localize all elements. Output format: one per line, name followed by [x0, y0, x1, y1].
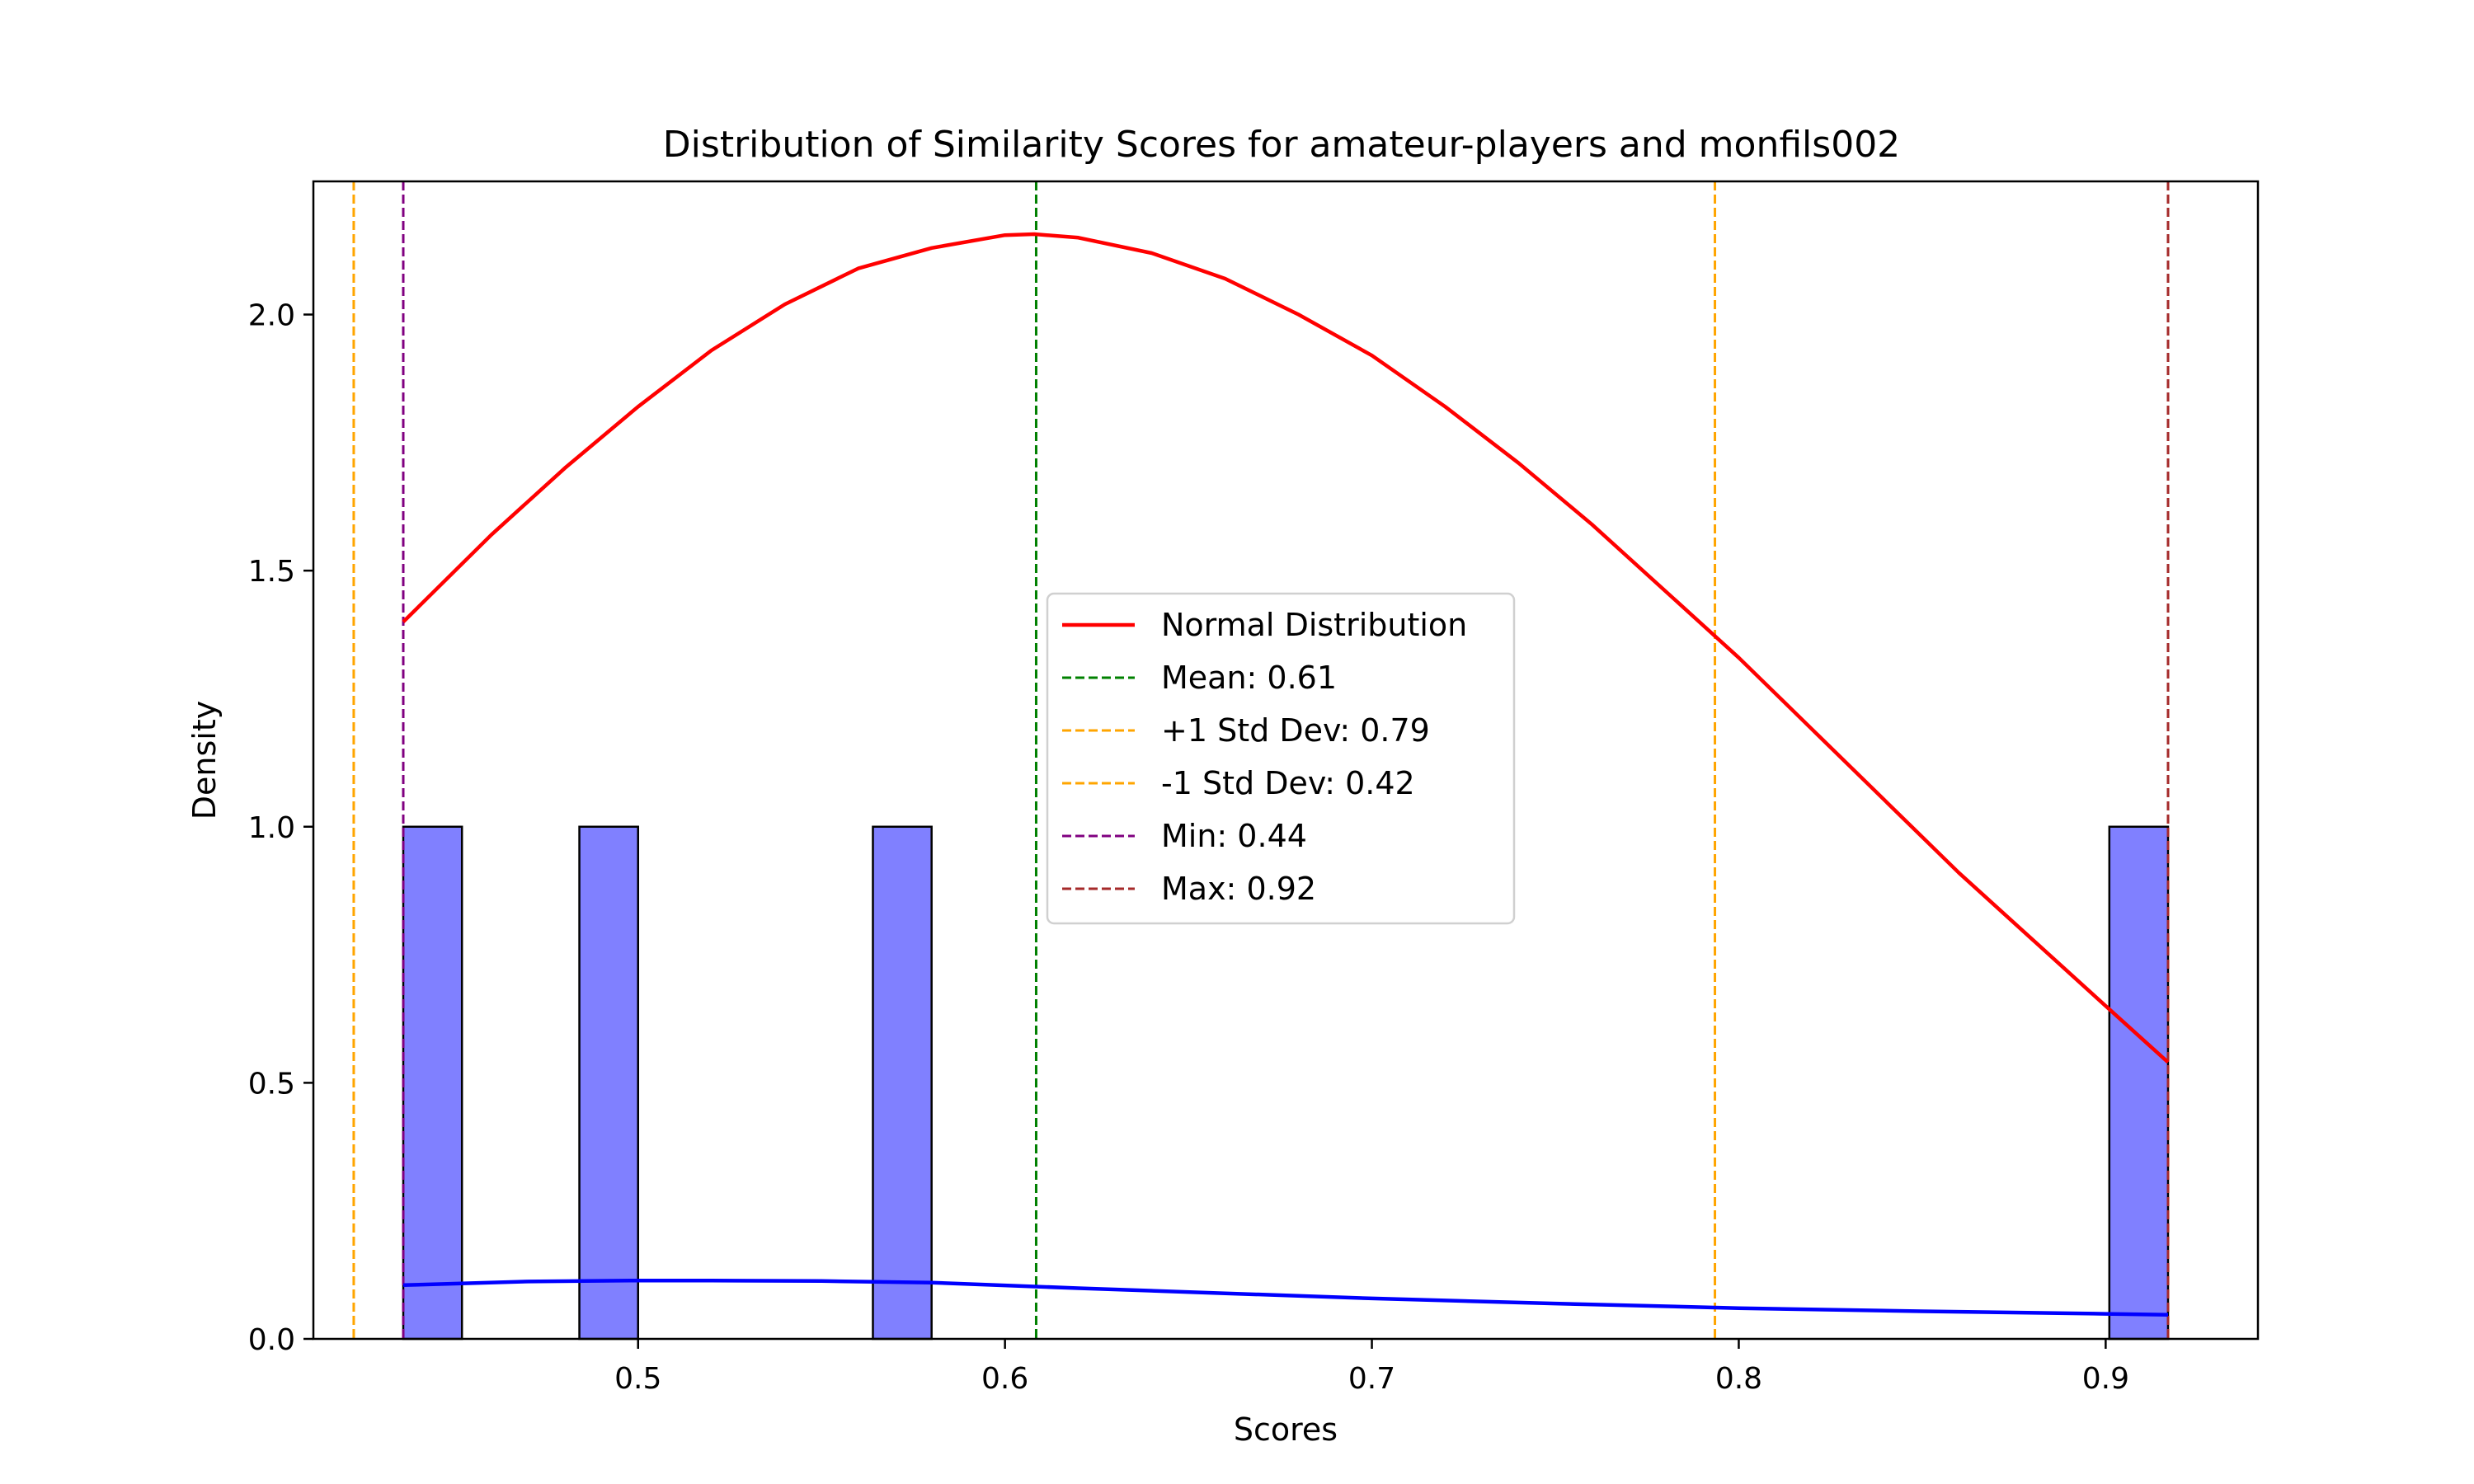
histogram-bar-4 [2108, 825, 2170, 1341]
legend-label: Max: 0.92 [1161, 871, 1316, 907]
legend-label: Min: 0.44 [1161, 818, 1307, 854]
x-axis-label: Scores [1234, 1411, 1338, 1448]
x-tick-label: 0.5 [614, 1362, 661, 1396]
y-tick-label: 1.0 [248, 811, 295, 845]
legend: Normal Distribution Mean: 0.61 +1 Std Dev:… [1046, 592, 1516, 925]
y-tick-label: 2.0 [248, 299, 295, 333]
y-tick-label: 0.0 [248, 1323, 295, 1357]
legend-label: +1 Std Dev: 0.79 [1161, 712, 1430, 749]
chart-title: Distribution of Similarity Scores for am… [663, 124, 1900, 166]
y-axis-label: Density [186, 701, 223, 819]
x-tick-label: 0.9 [2082, 1362, 2129, 1396]
kde-curve [402, 1278, 2169, 1317]
plot-frame [312, 180, 2260, 1341]
legend-label: Normal Distribution [1161, 607, 1467, 643]
histogram-bar-3 [872, 825, 933, 1341]
plot-area [352, 181, 2170, 1341]
normal-distribution-curve [402, 232, 2170, 1064]
histogram-bar-1 [402, 825, 463, 1341]
x-tick-label: 0.6 [981, 1362, 1028, 1396]
x-tick-label: 0.7 [1348, 1362, 1395, 1396]
y-axis: 0.0 0.5 1.0 1.5 2.0 [248, 299, 313, 1357]
x-axis: 0.5 0.6 0.7 0.8 0.9 [614, 1339, 2129, 1396]
y-tick-label: 1.5 [248, 555, 295, 589]
legend-box [1046, 592, 1516, 925]
y-tick-label: 0.5 [248, 1067, 295, 1101]
legend-label: -1 Std Dev: 0.42 [1161, 765, 1415, 801]
legend-label: Mean: 0.61 [1161, 660, 1337, 696]
histogram-bar-2 [578, 825, 639, 1341]
x-tick-label: 0.8 [1715, 1362, 1762, 1396]
